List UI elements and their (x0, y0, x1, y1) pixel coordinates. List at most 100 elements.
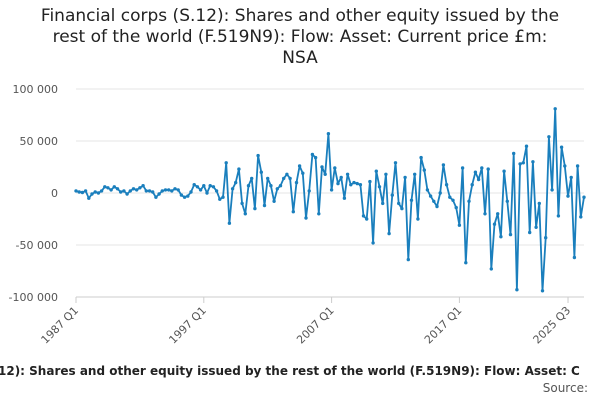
data-point (310, 152, 315, 157)
data-point (301, 171, 305, 175)
data-point (508, 232, 513, 237)
data-point (483, 212, 487, 216)
data-point (448, 195, 452, 199)
data-point (553, 107, 557, 111)
data-point (575, 164, 580, 168)
data-point (189, 190, 193, 194)
data-point (505, 199, 509, 203)
data-point (544, 236, 548, 240)
data-point (93, 190, 97, 194)
chart-title-line-3: NSA (282, 48, 318, 68)
data-point (297, 164, 302, 168)
data-point (313, 155, 318, 160)
data-point (435, 204, 439, 209)
data-point (361, 214, 366, 218)
data-point (307, 189, 311, 193)
data-point (173, 187, 177, 191)
data-point (122, 189, 126, 193)
data-point (480, 166, 484, 170)
data-point (336, 181, 340, 186)
data-point (243, 212, 247, 216)
data-point (444, 183, 449, 187)
data-point (352, 180, 356, 185)
data-point (451, 198, 455, 202)
data-point (326, 132, 331, 136)
data-point (234, 180, 238, 185)
y-tick-label: 100 000 (13, 83, 59, 96)
data-point (345, 172, 350, 176)
data-point (368, 179, 372, 184)
data-point (202, 184, 206, 188)
data-point (106, 186, 110, 190)
data-point (489, 267, 493, 271)
data-point (256, 153, 260, 158)
data-point (230, 187, 235, 191)
data-point (556, 214, 561, 218)
data-point (559, 145, 564, 149)
data-point (496, 212, 500, 216)
data-point (358, 183, 363, 187)
data-point (422, 168, 426, 172)
data-point (74, 189, 78, 193)
data-point (390, 193, 394, 197)
data-point (537, 201, 541, 206)
footer-source-label: Source: (542, 381, 588, 395)
data-point (528, 230, 532, 235)
x-tick-label: 2007 Q1 (294, 304, 337, 347)
data-point (250, 176, 254, 181)
data-point (87, 196, 91, 200)
data-point (211, 185, 216, 189)
data-point (221, 195, 225, 199)
data-point (272, 199, 276, 203)
data-point (218, 197, 222, 201)
data-point (266, 176, 270, 181)
data-point (413, 172, 417, 176)
data-point (467, 199, 471, 203)
data-point (371, 241, 375, 245)
data-point (103, 185, 107, 189)
data-point (186, 194, 190, 198)
data-point (157, 192, 161, 196)
data-point (141, 184, 145, 188)
data-point (441, 163, 446, 167)
x-tick-label: 2017 Q1 (422, 304, 465, 347)
data-point (416, 217, 420, 221)
y-tick-label: -100 000 (9, 291, 58, 304)
y-tick-label: 50 000 (20, 135, 59, 148)
data-point (323, 172, 327, 176)
data-point (144, 189, 148, 193)
data-point (96, 191, 101, 195)
data-point (112, 185, 117, 189)
data-point (406, 257, 410, 262)
data-point (428, 194, 433, 198)
data-point (403, 175, 407, 180)
chart-title-line-1: Financial corps (S.12): Shares and other… (40, 6, 560, 26)
x-tick-label: 1987 Q1 (39, 304, 82, 347)
data-point (339, 175, 343, 180)
data-point (524, 144, 529, 148)
data-point (275, 187, 279, 191)
data-point (349, 183, 353, 187)
data-point (135, 188, 139, 192)
data-point (582, 195, 586, 199)
data-point (518, 162, 522, 166)
data-point (77, 190, 81, 194)
data-point (460, 166, 465, 170)
data-point (147, 189, 152, 193)
data-point (179, 193, 184, 197)
data-point (521, 161, 525, 165)
y-axis-ticks: 100 000 50 000 0 -50 000 -100 000 (9, 83, 58, 304)
data-point (237, 167, 241, 171)
data-point (192, 183, 196, 187)
y-tick-label: 0 (51, 187, 58, 200)
data-point (563, 164, 567, 168)
data-point (400, 206, 404, 211)
data-point (457, 223, 462, 227)
data-point (387, 231, 391, 236)
data-point (304, 216, 308, 220)
data-point (176, 188, 180, 192)
data-point (531, 160, 535, 164)
data-point (253, 206, 257, 211)
data-point (285, 172, 289, 176)
